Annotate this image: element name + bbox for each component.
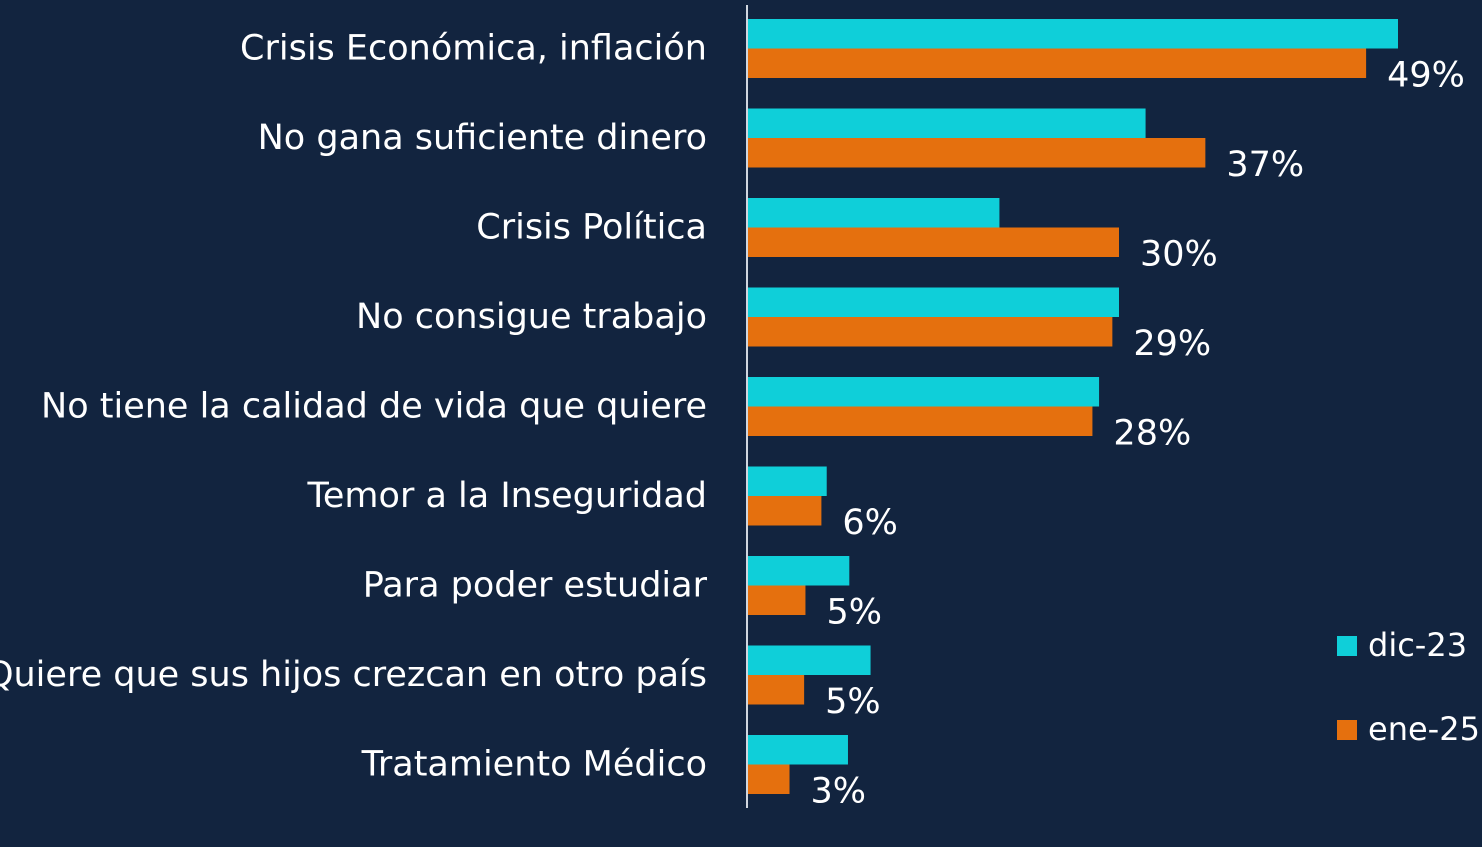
bar-ene-25-2 <box>747 138 1206 168</box>
bar-dic-23-4 <box>747 287 1119 317</box>
category-label: No gana suficiente dinero <box>258 118 707 158</box>
data-label: 49% <box>1387 55 1465 95</box>
bar-ene-25-4 <box>747 317 1113 347</box>
data-label: 5% <box>825 682 881 722</box>
data-label: 5% <box>826 592 882 632</box>
bar-ene-25-3 <box>747 227 1119 257</box>
data-label: 28% <box>1113 413 1191 453</box>
bar-dic-23-7 <box>747 556 850 586</box>
legend-swatch-ene-25 <box>1337 720 1357 740</box>
category-label: No tiene la calidad de vida que quiere <box>41 387 707 427</box>
bar-dic-23-9 <box>747 735 848 765</box>
data-label: 6% <box>842 503 898 543</box>
bar-dic-23-2 <box>747 108 1146 138</box>
legend-label-dic-23: dic-23 <box>1368 626 1467 664</box>
legend-swatch-dic-23 <box>1337 636 1357 656</box>
data-label: 30% <box>1140 234 1218 274</box>
category-label: Crisis Política <box>476 208 707 248</box>
bar-ene-25-6 <box>747 496 822 526</box>
category-label: Quiere que sus hijos crezcan en otro paí… <box>0 655 707 695</box>
bar-dic-23-5 <box>747 377 1100 407</box>
category-label: Crisis Económica, inflación <box>240 29 707 69</box>
legend-label-ene-25: ene-25 <box>1368 710 1480 748</box>
category-label: Temor a la Inseguridad <box>306 476 707 516</box>
bar-dic-23-3 <box>747 198 1000 228</box>
data-label: 3% <box>811 771 867 811</box>
category-label: No consigue trabajo <box>356 297 707 337</box>
category-label: Tratamiento Médico <box>361 745 707 785</box>
category-label: Para poder estudiar <box>363 566 708 606</box>
data-label: 29% <box>1133 324 1211 364</box>
bar-dic-23-6 <box>747 466 827 496</box>
bar-dic-23-1 <box>747 19 1398 49</box>
bar-ene-25-7 <box>747 585 806 615</box>
bar-ene-25-5 <box>747 406 1093 436</box>
bar-dic-23-8 <box>747 645 871 675</box>
bar-ene-25-1 <box>747 48 1367 78</box>
bar-ene-25-8 <box>747 675 805 705</box>
bar-ene-25-9 <box>747 764 790 794</box>
data-label: 37% <box>1226 145 1304 185</box>
